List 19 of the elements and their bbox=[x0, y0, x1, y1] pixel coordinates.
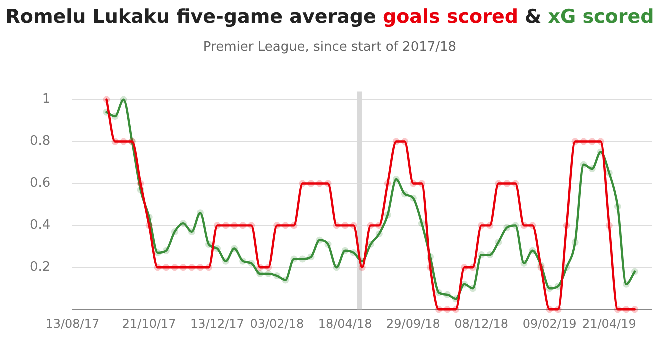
y-tick-label: 0.2 bbox=[30, 260, 51, 276]
x-tick-label: 13/08/17 bbox=[46, 316, 100, 331]
x-tick-label: 09/02/19 bbox=[522, 316, 577, 331]
text: xG scored bbox=[548, 6, 654, 28]
y-tick-label: 1 bbox=[42, 92, 51, 108]
y-tick-label: 0.8 bbox=[30, 134, 51, 150]
legend-title: & bbox=[524, 6, 543, 28]
x-tick-label: 29/09/18 bbox=[386, 316, 440, 331]
chart-subtitle: Premier League, since start of 2017/18 bbox=[202, 40, 458, 55]
chart-title: Romelu Lukaku five-game average bbox=[6, 6, 376, 28]
x-tick-label: 08/12/18 bbox=[454, 316, 509, 331]
x-tick-label: 21/04/19 bbox=[582, 316, 636, 331]
x-tick-label: 18/04/18 bbox=[318, 316, 372, 331]
x-tick-label: 03/02/18 bbox=[250, 316, 304, 331]
y-tick-label: 0.4 bbox=[30, 218, 51, 234]
x-tick-label: 13/12/17 bbox=[190, 316, 244, 331]
x-tick-label: 21/10/17 bbox=[122, 316, 176, 331]
text: goals scored bbox=[383, 6, 518, 28]
y-tick-label: 0.6 bbox=[30, 176, 51, 192]
